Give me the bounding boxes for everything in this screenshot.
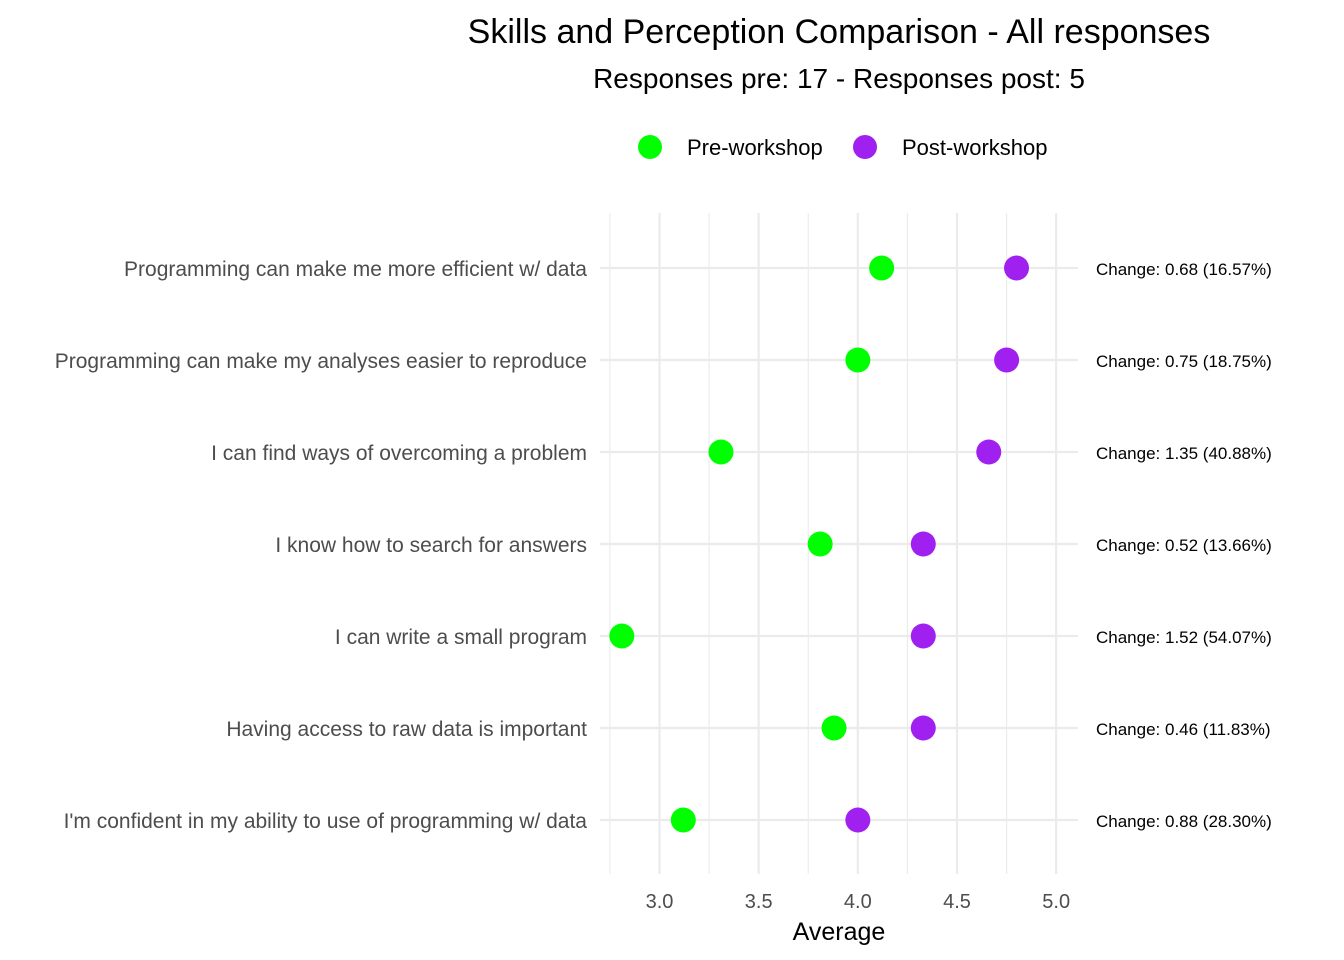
point-post-workshop bbox=[1004, 255, 1030, 281]
legend: Pre-workshop Post-workshop bbox=[638, 135, 1048, 160]
x-tick-label: 5.0 bbox=[1042, 891, 1070, 913]
category-label: Programming can make my analyses easier … bbox=[55, 350, 587, 373]
chart-title: Skills and Perception Comparison - All r… bbox=[468, 13, 1211, 51]
x-tick-label: 4.5 bbox=[943, 891, 971, 913]
category-label: I can write a small program bbox=[335, 626, 587, 649]
x-tick-label: 3.5 bbox=[745, 891, 773, 913]
point-pre-workshop bbox=[609, 623, 635, 649]
change-annotation: Change: 1.35 (40.88%) bbox=[1096, 444, 1272, 463]
x-axis-ticks: 3.0 3.5 4.0 4.5 5.0 bbox=[646, 891, 1070, 913]
chart-subtitle: Responses pre: 17 - Responses post: 5 bbox=[593, 63, 1085, 94]
category-label: Having access to raw data is important bbox=[226, 718, 587, 741]
category-label: I know how to search for answers bbox=[275, 534, 587, 557]
change-annotations: Change: 0.68 (16.57%) Change: 0.75 (18.75… bbox=[1096, 260, 1272, 831]
change-annotation: Change: 0.46 (11.83%) bbox=[1096, 720, 1271, 739]
category-label: I'm confident in my ability to use of pr… bbox=[64, 810, 588, 833]
point-pre-workshop bbox=[821, 715, 847, 741]
point-pre-workshop bbox=[869, 255, 895, 281]
point-post-workshop bbox=[910, 531, 936, 557]
change-annotation: Change: 0.52 (13.66%) bbox=[1096, 536, 1272, 555]
legend-label-pre: Pre-workshop bbox=[687, 135, 823, 160]
data-points bbox=[609, 255, 1030, 833]
point-pre-workshop bbox=[670, 807, 696, 833]
category-label: Programming can make me more efficient w… bbox=[124, 258, 587, 281]
point-post-workshop bbox=[994, 347, 1020, 373]
change-annotation: Change: 0.68 (16.57%) bbox=[1096, 260, 1272, 279]
legend-key-post bbox=[853, 135, 877, 159]
x-axis-title: Average bbox=[793, 918, 886, 946]
panel-grid bbox=[600, 213, 1078, 874]
point-post-workshop bbox=[845, 807, 871, 833]
point-pre-workshop bbox=[708, 439, 734, 465]
change-annotation: Change: 1.52 (54.07%) bbox=[1096, 628, 1272, 647]
point-post-workshop bbox=[976, 439, 1002, 465]
y-axis-labels: Programming can make me more efficient w… bbox=[55, 258, 588, 833]
point-post-workshop bbox=[910, 623, 936, 649]
category-label: I can find ways of overcoming a problem bbox=[211, 442, 587, 465]
point-pre-workshop bbox=[807, 531, 833, 557]
x-tick-label: 4.0 bbox=[844, 891, 872, 913]
legend-key-pre bbox=[638, 135, 662, 159]
point-pre-workshop bbox=[845, 347, 871, 373]
legend-label-post: Post-workshop bbox=[902, 135, 1048, 160]
change-annotation: Change: 0.88 (28.30%) bbox=[1096, 812, 1272, 831]
point-post-workshop bbox=[910, 715, 936, 741]
x-tick-label: 3.0 bbox=[646, 891, 674, 913]
change-annotation: Change: 0.75 (18.75%) bbox=[1096, 352, 1272, 371]
